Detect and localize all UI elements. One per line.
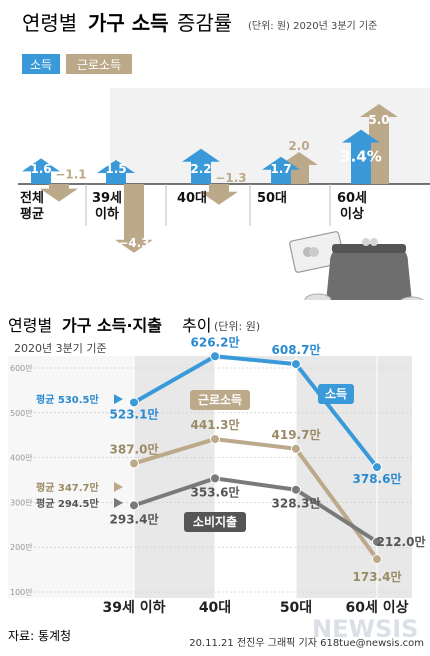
bottom-title-prefix: 연령별: [8, 316, 52, 335]
data-label: 523.1만: [110, 406, 159, 421]
bottom-title-suffix: 추이: [182, 316, 211, 335]
average-marker: [114, 482, 123, 493]
coin-purse-icon: [326, 248, 412, 300]
top-title-bold: 가구 소득: [88, 11, 169, 35]
average-label: 평균 347.7만: [36, 481, 100, 494]
data-label: 212.0만: [377, 534, 426, 549]
data-point: [210, 351, 220, 362]
income-value-label: 2.2: [190, 162, 211, 176]
legend-income-label: 소득: [30, 58, 52, 72]
category-label: 전체: [20, 190, 44, 206]
bottom-title-bold: 가구 소득·지출: [62, 316, 162, 335]
y-tick-label: 400만: [10, 454, 33, 463]
bar-income-4: [342, 129, 380, 184]
bar-labor-1: [115, 184, 153, 253]
left-band: [8, 356, 134, 598]
series-line-1: [133, 437, 379, 561]
data-label: 626.2만: [191, 334, 240, 349]
data-label: 293.4만: [110, 511, 159, 526]
series-line-2: [133, 476, 379, 544]
category-label: 평균: [20, 206, 44, 222]
x-category-label: 60세 이상: [346, 599, 409, 616]
plot-area: [134, 356, 412, 598]
data-label: 387.0만: [110, 441, 159, 456]
average-label: 평균 530.5만: [36, 393, 100, 406]
bottom-unit-note: (단위: 원): [214, 320, 260, 333]
data-label: 378.6만: [353, 471, 402, 486]
category-label: 이하: [95, 206, 119, 222]
category-label: 40대: [177, 191, 207, 206]
x-category-label: 39세 이하: [103, 599, 166, 616]
x-category-label: 40대: [199, 600, 231, 616]
average-marker: [114, 497, 123, 508]
data-point: [129, 458, 139, 469]
data-point: [372, 554, 382, 565]
income-value-label: 3.4%: [340, 148, 382, 166]
series-tag-label: 소득: [325, 387, 347, 401]
top-title-suffix: 증감률: [177, 11, 232, 35]
series-tag-0: [318, 384, 354, 404]
income-value-label: 1.7: [270, 162, 291, 176]
data-point: [129, 397, 139, 408]
labor-value-label: 5.0: [368, 113, 389, 127]
bar-income-0: [22, 158, 60, 184]
bar-income-3: [262, 156, 300, 184]
category-label: 60세: [337, 191, 367, 206]
data-label: 173.4만: [353, 569, 402, 584]
category-label: 39세: [92, 191, 122, 206]
y-tick-label: 600만: [10, 364, 33, 373]
y-tick-label: 300만: [10, 498, 33, 507]
watermark: NEWSIS: [312, 615, 418, 643]
data-label: 441.3만: [191, 417, 240, 432]
data-label: 608.7만: [272, 342, 321, 357]
data-point: [129, 500, 139, 511]
legend-labor-label: 근로소득: [77, 58, 121, 72]
bar-income-1: [97, 160, 135, 184]
bar-income-2: [182, 148, 220, 184]
top-unit-note: (단위: 원) 2020년 3분기 기준: [248, 19, 377, 32]
income-value-label: 1.6: [30, 162, 51, 176]
data-label: 328.3만: [272, 496, 321, 511]
category-label: 50대: [257, 191, 287, 206]
bar-labor-0: [40, 184, 78, 202]
data-point: [210, 434, 220, 445]
data-label: 419.7만: [272, 427, 321, 442]
labor-value-label: −1.3: [215, 171, 246, 185]
data-point: [372, 536, 382, 547]
income-growth-chart: 연령별 가구 소득 증감률 (단위: 원) 2020년 3분기 기준 소득 근로…: [18, 11, 430, 300]
y-tick-label: 200만: [10, 543, 33, 552]
series-tag-1: [190, 390, 250, 410]
series-tag-2: [184, 512, 246, 532]
data-point: [291, 484, 301, 495]
top-title-prefix: 연령별: [22, 11, 77, 35]
data-point: [210, 473, 220, 484]
series-tag-label: 소비지출: [193, 514, 237, 529]
highlight-band: [215, 360, 296, 598]
category-label: 이상: [340, 206, 364, 222]
labor-value-label: 2.0: [288, 139, 309, 153]
legend-income-swatch: [22, 54, 60, 74]
data-point: [372, 462, 382, 473]
data-label: 353.6만: [191, 484, 240, 499]
labor-value-label: −4.3: [118, 236, 149, 250]
series-line-0: [133, 354, 379, 469]
source-note: 자료: 통계청: [8, 629, 71, 643]
average-marker: [114, 394, 123, 405]
legend-labor-swatch: [66, 54, 132, 74]
series-tag-label: 근로소득: [198, 393, 242, 407]
y-tick-label: 100만: [10, 588, 33, 597]
y-tick-label: 500만: [10, 409, 33, 418]
credit-note: 20.11.21 전진우 그래픽 기자 618tue@newsis.com: [189, 637, 424, 649]
income-value-label: 1.5: [105, 162, 126, 176]
labor-value-label: −1.1: [55, 168, 86, 182]
wallet-illustration: [289, 231, 424, 300]
data-point: [291, 359, 301, 370]
bar-labor-2: [200, 184, 238, 205]
x-category-label: 50대: [280, 600, 312, 616]
data-point: [291, 443, 301, 454]
bottom-subtitle: 2020년 3분기 기준: [14, 342, 107, 355]
average-label: 평균 294.5만: [36, 497, 100, 510]
